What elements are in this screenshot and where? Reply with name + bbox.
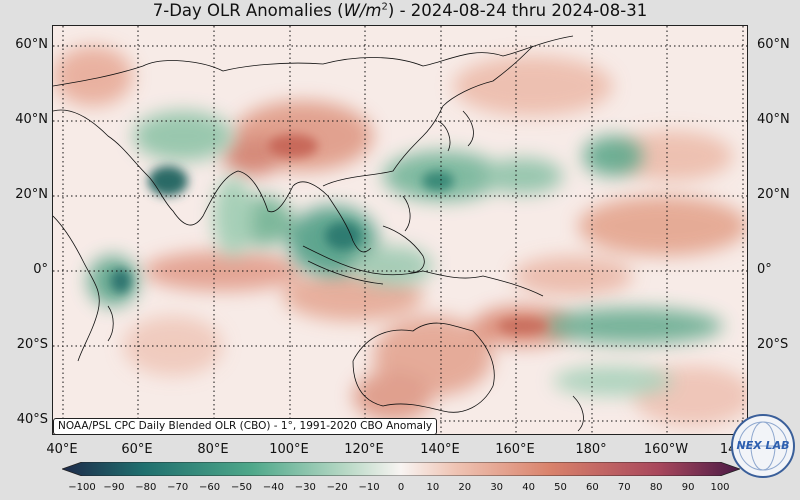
colorbar-tick-label: 0 — [397, 482, 405, 493]
data-source-note: NOAA/PSL CPC Daily Blended OLR (CBO) - 1… — [53, 418, 438, 435]
colorbar-tick-label: −60 — [199, 482, 221, 493]
colorbar-tick-label: 90 — [681, 482, 695, 493]
colorbar-tick-label: −50 — [230, 482, 253, 493]
colorbar-tick-label: 20 — [458, 482, 472, 493]
colorbar-tick-label: −70 — [167, 482, 189, 493]
colorbar-tick-label: −90 — [103, 482, 125, 493]
colorbar-tick-label: −40 — [262, 482, 284, 493]
lat-label-right: 40°N — [757, 112, 790, 127]
lon-label: 100°E — [269, 442, 309, 457]
lon-label: 160°E — [495, 442, 535, 457]
map-title: 7-Day OLR Anomalies (W/m2) - 2024-08-24 … — [152, 1, 648, 20]
lat-label-right: 20°S — [757, 337, 789, 352]
lon-label: 60°E — [121, 442, 153, 457]
colorbar-tick-label: 100 — [710, 482, 730, 493]
nex-lab-globe-logo: NEX LAB — [731, 414, 795, 478]
lon-label: 160°W — [643, 442, 689, 457]
lat-label-left: 20°S — [16, 337, 48, 352]
colorbar-tick-label: 70 — [617, 482, 631, 493]
lat-label-left: 40°N — [15, 112, 48, 127]
lon-label: 40°E — [46, 442, 78, 457]
colorbar-tick-label: −10 — [358, 482, 380, 493]
colorbar-tick-label: −30 — [294, 482, 316, 493]
lat-label-right: 0° — [757, 262, 772, 277]
lat-label-left: 0° — [33, 262, 48, 277]
lon-label: 120°E — [344, 442, 384, 457]
lat-label-left: 20°N — [15, 187, 48, 202]
lat-label-right: 20°N — [757, 187, 790, 202]
lon-label: 80°E — [197, 442, 229, 457]
colorbar-tick-label: 30 — [490, 482, 504, 493]
colorbar-tick-label: −80 — [135, 482, 157, 493]
colorbar-tick-label: 60 — [586, 482, 599, 493]
colorbar — [62, 462, 740, 476]
svg-text:NEX LAB: NEX LAB — [737, 439, 790, 452]
colorbar-tick-label: −100 — [68, 482, 96, 493]
olr-anomaly-map — [52, 25, 748, 435]
lat-label-left: 40°S — [16, 412, 48, 427]
lon-label: 140°E — [420, 442, 460, 457]
lat-label-right: 60°N — [757, 37, 790, 52]
lat-label-left: 60°N — [15, 37, 48, 52]
colorbar-tick-label: −20 — [326, 482, 348, 493]
anomaly-field — [53, 26, 747, 434]
colorbar-tick-label: 80 — [649, 482, 663, 493]
colorbar-tick-label: 50 — [554, 482, 567, 493]
colorbar-tick-label: 10 — [426, 482, 440, 493]
lon-label: 180° — [575, 442, 607, 457]
colorbar-tick-label: 40 — [522, 482, 535, 493]
